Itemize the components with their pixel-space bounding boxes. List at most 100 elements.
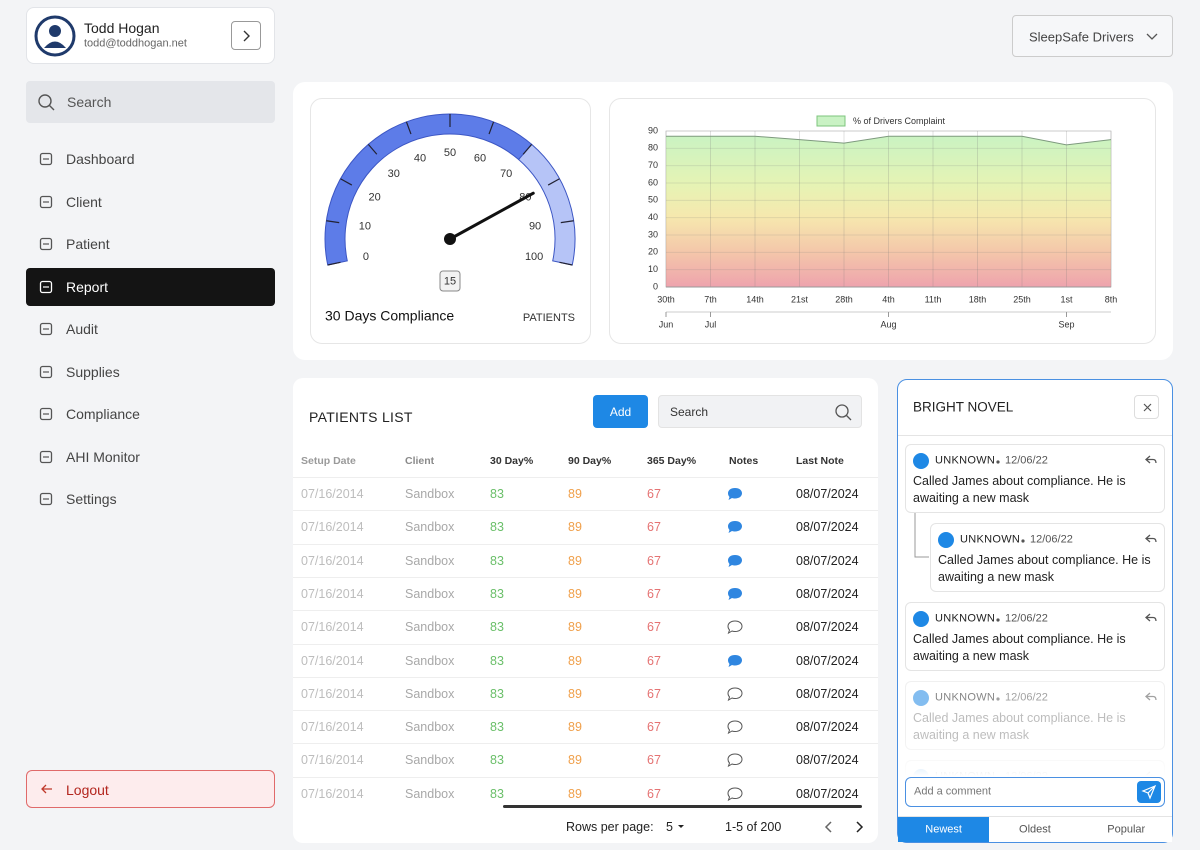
table-cell: 67	[647, 586, 661, 601]
table-cell: Sandbox	[405, 786, 455, 801]
tabs-divider	[898, 816, 1172, 817]
column-header: Setup Date	[301, 454, 356, 467]
comment-input[interactable]: Add a comment	[905, 777, 1165, 807]
reply-icon	[1145, 455, 1157, 464]
notes-icon	[727, 753, 743, 768]
dot-separator	[996, 460, 1000, 464]
nav-item[interactable]: Dashboard	[66, 151, 135, 167]
close-icon	[1143, 403, 1152, 412]
row-divider	[293, 543, 878, 545]
table-cell: 67	[647, 786, 661, 801]
comment-author: UNKNOWN	[935, 691, 996, 704]
table-cell: Sandbox	[405, 619, 455, 634]
table-cell: 07/16/2014	[301, 653, 364, 668]
table-cell: 83	[490, 719, 504, 734]
add-label: Add	[609, 404, 632, 419]
column-header: Last Note	[796, 454, 844, 467]
avatar	[34, 15, 76, 57]
table-cell: 07/16/2014	[301, 686, 364, 701]
send-button[interactable]	[1137, 781, 1161, 803]
search-icon	[835, 404, 852, 421]
tab[interactable]: Newest	[898, 817, 990, 842]
sidebar-search[interactable]: Search	[26, 81, 275, 123]
table-cell: Sandbox	[405, 486, 455, 501]
column-header: 90 Day%	[568, 454, 612, 467]
author-avatar	[913, 453, 929, 469]
tab-label: Newest	[925, 823, 962, 835]
nav-item[interactable]: Audit	[66, 321, 98, 337]
table-cell: 08/07/2024	[796, 486, 859, 501]
table-cell: Sandbox	[405, 686, 455, 701]
table-cell: 89	[568, 619, 582, 634]
table-cell: Sandbox	[405, 719, 455, 734]
table-cell: 83	[490, 553, 504, 568]
table-cell: 89	[568, 653, 582, 668]
table-search[interactable]: Search	[658, 395, 862, 428]
scrollbar	[503, 805, 862, 808]
reply-icon	[1145, 534, 1157, 543]
nav-item[interactable]: AHI Monitor	[66, 448, 140, 465]
table-cell: 07/16/2014	[301, 586, 364, 601]
table-cell: 67	[647, 753, 661, 768]
reply-icon	[1145, 692, 1157, 701]
nav-icon	[39, 237, 53, 251]
user-menu-button[interactable]	[231, 21, 261, 50]
table-cell: 89	[568, 486, 582, 501]
notes-icon	[728, 488, 742, 500]
column-header: Client	[405, 454, 435, 467]
comment-date: 12/06/22	[1005, 691, 1048, 704]
table-cell: 89	[568, 753, 582, 768]
table-cell: Sandbox	[405, 653, 455, 668]
table-cell: 83	[490, 520, 504, 535]
table-cell: Sandbox	[405, 520, 455, 535]
comments-title: BRIGHT NOVEL	[913, 399, 1014, 415]
table-cell: 83	[490, 486, 504, 501]
author-avatar	[938, 532, 954, 548]
logout-label: Logout	[66, 782, 109, 798]
nav-item[interactable]: Patient	[66, 236, 110, 252]
comment-text: Called James about compliance. He is awa…	[913, 632, 1126, 663]
table-cell: 08/07/2024	[796, 719, 859, 734]
table-cell: 07/16/2014	[301, 619, 364, 634]
comment-author: UNKNOWN	[935, 454, 996, 467]
nav-icon	[39, 492, 53, 506]
author-avatar	[913, 690, 929, 706]
comment-input-placeholder: Add a comment	[914, 785, 992, 798]
nav-item[interactable]: Supplies	[66, 363, 120, 380]
org-select[interactable]: SleepSafe Drivers	[1012, 15, 1173, 57]
table-cell: 67	[647, 486, 661, 501]
notes-icon	[727, 787, 743, 801]
table-cell: 08/07/2024	[796, 586, 859, 601]
comment-date: 12/06/22	[1005, 612, 1048, 625]
table-cell: 08/07/2024	[796, 619, 859, 634]
comment-author: UNKNOWN	[935, 612, 996, 625]
logout-button[interactable]: Logout	[26, 770, 275, 808]
comment-card: UNKNOWN 12/06/22 Called James about compli…	[905, 602, 1165, 671]
nav-item[interactable]: Report	[66, 278, 109, 295]
prev-page	[824, 821, 832, 833]
tab[interactable]: Oldest	[989, 817, 1081, 842]
nav-icon	[39, 450, 53, 463]
table-search-placeholder: Search	[670, 405, 709, 419]
row-divider	[293, 743, 878, 745]
nav-item[interactable]: Settings	[66, 491, 117, 507]
table-cell: 08/07/2024	[796, 786, 859, 801]
table-cell: 07/16/2014	[301, 753, 364, 768]
reply-icon	[1145, 613, 1157, 622]
nav-icon	[39, 280, 53, 293]
org-select-label: SleepSafe Drivers	[1029, 29, 1134, 45]
nav-item[interactable]: Client	[66, 193, 102, 210]
next-page	[856, 821, 864, 833]
comment-text: Called James about compliance. He is awa…	[913, 474, 1126, 505]
tab-label: Oldest	[1019, 823, 1051, 835]
nav-item[interactable]: Compliance	[66, 406, 140, 422]
tab[interactable]: Popular	[1080, 817, 1172, 842]
rows-per-page-select[interactable]: 5	[666, 819, 673, 834]
row-divider	[293, 610, 878, 612]
chevron-down	[1146, 33, 1158, 40]
add-button[interactable]: Add	[593, 395, 648, 428]
table-cell: 89	[568, 586, 582, 601]
close-button[interactable]	[1134, 395, 1159, 419]
chevron	[243, 30, 250, 42]
table-cell: 07/16/2014	[301, 553, 364, 568]
